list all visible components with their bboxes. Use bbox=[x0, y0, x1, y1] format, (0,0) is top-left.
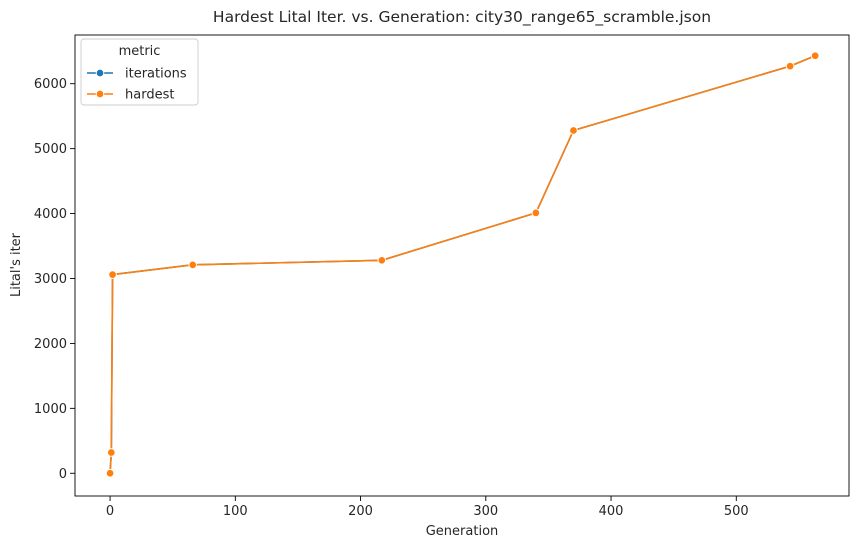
y-axis-label: Lital's iter bbox=[9, 232, 24, 297]
x-axis-ticks: 0 100 200 300 400 500 bbox=[106, 496, 749, 519]
legend-entry-iterations: iterations bbox=[87, 67, 187, 82]
data-point-hardest bbox=[108, 270, 117, 279]
x-tick-label: 300 bbox=[473, 504, 498, 519]
legend-entries: iterations hardest bbox=[87, 67, 187, 103]
legend-label-iterations: iterations bbox=[125, 67, 187, 82]
x-tick-label: 500 bbox=[724, 504, 749, 519]
legend-swatch-marker bbox=[95, 89, 105, 99]
legend: metric iterations hardest bbox=[80, 38, 199, 106]
x-tick-label: 0 bbox=[106, 504, 114, 519]
y-tick-label: 5000 bbox=[34, 142, 67, 157]
data-point-hardest bbox=[377, 256, 387, 265]
x-tick-label: 400 bbox=[599, 504, 624, 519]
y-tick-label: 0 bbox=[59, 467, 67, 482]
legend-title: metric bbox=[119, 44, 161, 59]
chart-title: Hardest Lital Iter. vs. Generation: city… bbox=[213, 8, 711, 27]
legend-entry-hardest: hardest bbox=[87, 88, 174, 103]
legend-swatch-marker bbox=[95, 68, 105, 78]
series-layer bbox=[105, 51, 820, 478]
y-tick-label: 2000 bbox=[34, 337, 67, 352]
data-point-hardest bbox=[105, 469, 115, 478]
x-axis-label: Generation bbox=[426, 524, 499, 539]
y-tick-label: 6000 bbox=[34, 77, 67, 92]
data-point-hardest bbox=[188, 260, 197, 270]
y-axis-ticks: 0 1000 2000 3000 4000 5000 6000 bbox=[34, 77, 75, 482]
y-tick-label: 1000 bbox=[34, 402, 67, 417]
data-point-hardest bbox=[107, 448, 116, 457]
data-point-hardest bbox=[531, 208, 541, 218]
y-tick-label: 3000 bbox=[34, 272, 67, 287]
legend-box bbox=[80, 38, 199, 106]
y-tick-label: 4000 bbox=[34, 207, 67, 222]
data-point-hardest bbox=[569, 126, 578, 135]
plot-area-frame bbox=[74, 34, 850, 497]
x-tick-label: 100 bbox=[223, 504, 248, 519]
data-point-hardest bbox=[785, 61, 795, 71]
x-tick-label: 200 bbox=[348, 504, 373, 519]
series-hardest bbox=[105, 51, 820, 478]
data-point-hardest bbox=[810, 51, 820, 61]
legend-label-hardest: hardest bbox=[125, 88, 174, 103]
